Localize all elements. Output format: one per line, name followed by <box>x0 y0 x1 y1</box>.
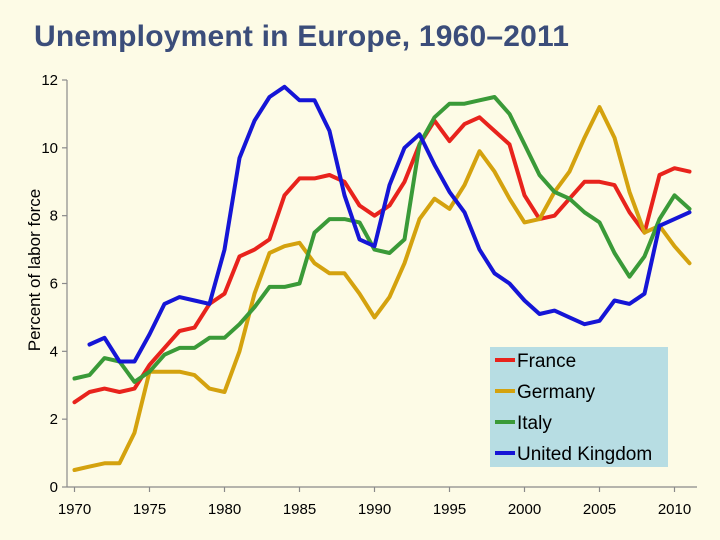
x-tick-label: 1970 <box>58 501 91 518</box>
x-tick-label: 1990 <box>358 501 391 518</box>
legend-box <box>490 347 668 467</box>
legend-label-germany: Germany <box>517 382 596 403</box>
legend-label-italy: Italy <box>517 413 552 434</box>
series-line-germany <box>72 105 692 472</box>
y-axis-label: Percent of labor force <box>25 189 44 352</box>
x-tick-label: 2005 <box>583 501 616 518</box>
series-line-united-kingdom <box>87 84 692 364</box>
y-tick-label: 0 <box>50 479 58 496</box>
x-tick-label: 1985 <box>283 501 316 518</box>
x-tick-label: 2000 <box>508 501 541 518</box>
legend-label-united-kingdom: United Kingdom <box>517 444 652 465</box>
series-line-italy <box>72 95 692 384</box>
x-tick-label: 1975 <box>133 501 166 518</box>
chart-title: Unemployment in Europe, 1960–2011 <box>34 20 570 53</box>
y-tick-label: 10 <box>41 140 58 157</box>
x-axis: 1970 1975 1980 1985 1990 1995 2000 2005 2010 <box>58 487 691 518</box>
x-tick-label: 2010 <box>658 501 691 518</box>
x-tick-label: 1995 <box>433 501 466 518</box>
y-tick-label: 6 <box>50 276 58 293</box>
y-axis: 0 2 4 6 8 10 12 <box>41 72 67 496</box>
y-tick-label: 12 <box>41 72 58 89</box>
y-tick-label: 8 <box>50 208 58 225</box>
legend-label-france: France <box>517 351 576 372</box>
legend: France Germany Italy United Kingdom <box>490 347 668 467</box>
y-tick-label: 2 <box>50 411 58 428</box>
y-tick-label: 4 <box>50 343 58 360</box>
x-tick-label: 1980 <box>208 501 241 518</box>
series-lines <box>72 84 692 472</box>
